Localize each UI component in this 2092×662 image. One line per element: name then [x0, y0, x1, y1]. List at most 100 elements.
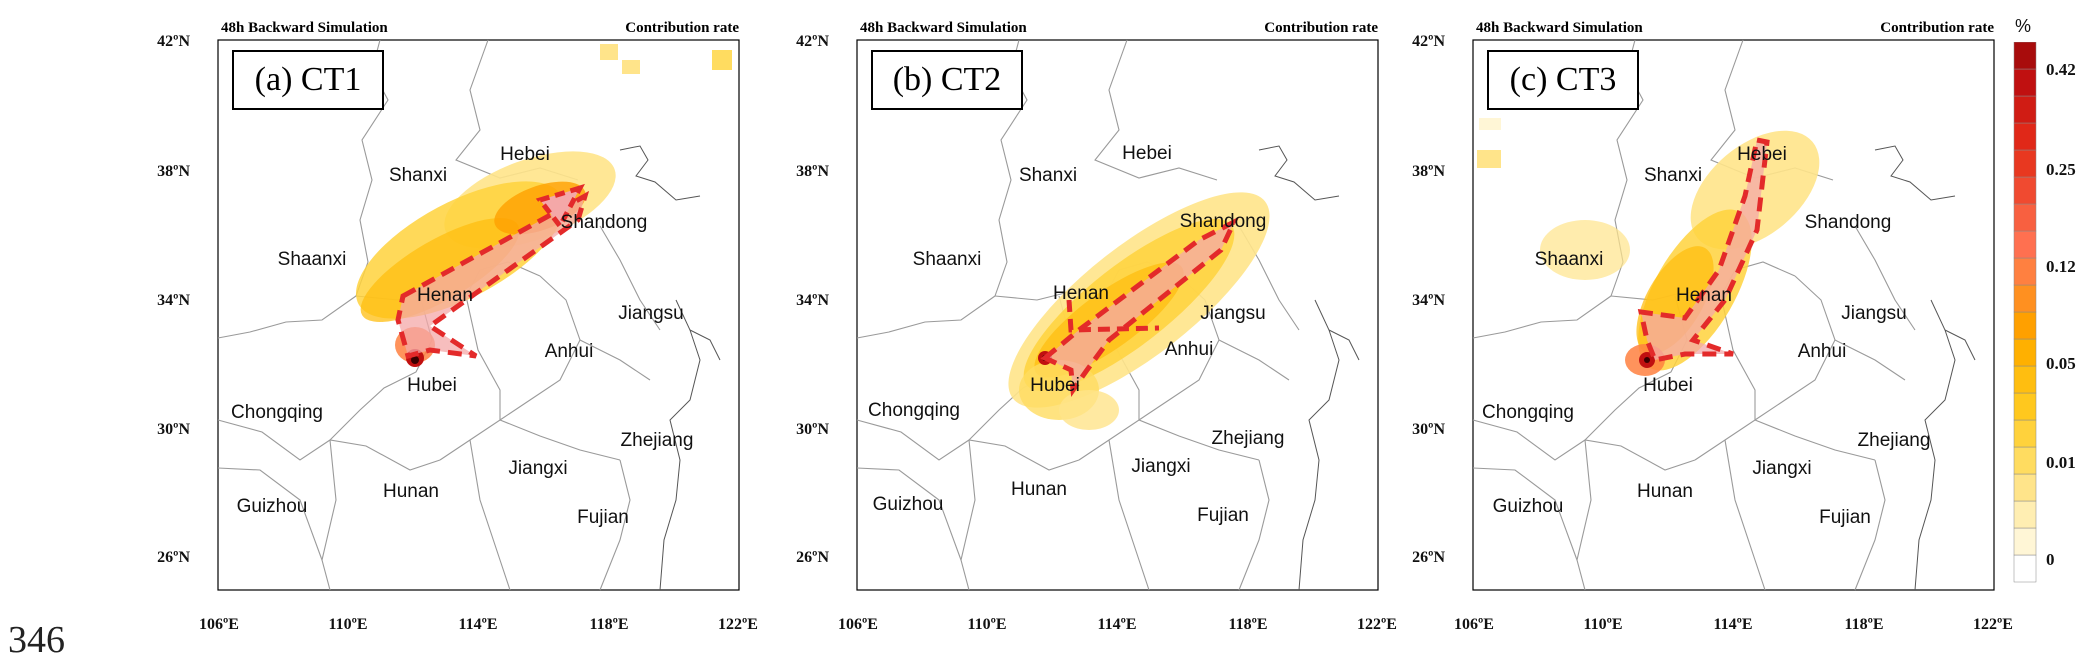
lat-tick: 38ºN — [1412, 163, 1445, 180]
header-contribution: Contribution rate — [625, 20, 739, 36]
colorbar-swatch — [2013, 230, 2037, 259]
province-label: Shandong — [1804, 212, 1892, 233]
lat-tick: 30ºN — [1412, 421, 1445, 438]
lat-tick: 42ºN — [157, 33, 190, 50]
province-label: Hunan — [1637, 481, 1693, 502]
colorbar-label: 0.25 — [2046, 160, 2076, 179]
colorbar-swatch — [2013, 446, 2037, 475]
province-label: Anhui — [1797, 341, 1847, 362]
flow-arrow-ct2 — [1040, 216, 1240, 397]
panel-label: (b) CT2 — [871, 50, 1023, 110]
lat-tick: 26ºN — [157, 549, 190, 566]
lon-tick: 118ºE — [1228, 616, 1268, 633]
colorbar — [2013, 42, 2037, 583]
lat-tick: 34ºN — [1412, 292, 1445, 309]
province-label: Hunan — [1011, 479, 1067, 500]
map-ct1 — [217, 39, 740, 591]
province-label: Shanxi — [388, 165, 448, 186]
province-label: Henan — [417, 285, 473, 306]
province-label: Henan — [1053, 283, 1109, 304]
province-label: Shaanxi — [277, 249, 347, 270]
colorbar-label: 0.05 — [2046, 354, 2076, 373]
colorbar-swatch — [2013, 257, 2037, 286]
lon-tick: 114ºE — [1713, 616, 1753, 633]
lat-tick: 30ºN — [157, 421, 190, 438]
province-label: Shaanxi — [912, 249, 982, 270]
flow-arrow-ct1 — [395, 183, 590, 360]
colorbar-swatch — [2013, 284, 2037, 313]
lat-tick: 42ºN — [1412, 33, 1445, 50]
lon-tick: 106ºE — [199, 616, 239, 633]
colorbar-swatch — [2013, 392, 2037, 421]
province-label: Shandong — [560, 212, 648, 233]
lat-tick: 34ºN — [157, 292, 190, 309]
header-simulation: 48h Backward Simulation — [860, 20, 1027, 36]
lat-tick: 30ºN — [796, 421, 829, 438]
lat-tick: 26ºN — [796, 549, 829, 566]
panel-ct2: 48h Backward Simulation Contribution rat… — [639, 0, 1397, 661]
lon-tick: 118ºE — [589, 616, 629, 633]
province-label: Jiangxi — [508, 458, 568, 479]
province-label: Guizhou — [1492, 496, 1564, 517]
province-label: Guizhou — [236, 496, 308, 517]
colorbar-swatch — [2013, 311, 2037, 340]
province-label: Hubei — [1030, 375, 1080, 396]
province-label: Shanxi — [1643, 165, 1703, 186]
colorbar-swatch — [2013, 149, 2037, 178]
lat-tick: 38ºN — [796, 163, 829, 180]
header-simulation: 48h Backward Simulation — [221, 20, 388, 36]
lon-tick: 106ºE — [838, 616, 878, 633]
panel-label: (c) CT3 — [1487, 50, 1639, 110]
lon-tick: 122ºE — [718, 616, 758, 633]
lon-tick: 106ºE — [1454, 616, 1494, 633]
colorbar-swatch — [2013, 527, 2037, 556]
lon-tick: 122ºE — [1357, 616, 1397, 633]
province-label: Hebei — [1122, 143, 1172, 164]
panel-ct3: 48h Backward Simulation Contribution rat… — [1255, 0, 2013, 661]
colorbar-swatch — [2013, 554, 2037, 583]
province-label: Chongqing — [868, 400, 960, 421]
province-label: Shanxi — [1018, 165, 1078, 186]
lon-tick: 118ºE — [1844, 616, 1884, 633]
province-label: Shaanxi — [1534, 249, 1604, 270]
colorbar-label: 0.01 — [2046, 453, 2076, 472]
province-label: Zhejiang — [1211, 428, 1285, 449]
province-label: Jiangsu — [618, 303, 684, 324]
lon-tick: 110ºE — [1583, 616, 1623, 633]
province-label: Chongqing — [231, 402, 323, 423]
lat-tick: 38ºN — [157, 163, 190, 180]
province-label: Anhui — [1164, 339, 1214, 360]
header-contribution: Contribution rate — [1880, 20, 1994, 36]
province-label: Guizhou — [872, 494, 944, 515]
colorbar-swatch — [2013, 365, 2037, 394]
province-label: Jiangxi — [1131, 456, 1191, 477]
lon-tick: 114ºE — [1097, 616, 1137, 633]
province-label: Hunan — [383, 481, 439, 502]
colorbar-swatch — [2013, 419, 2037, 448]
colorbar-swatch — [2013, 176, 2037, 205]
flow-arrow-ct3 — [1637, 137, 1770, 363]
colorbar-swatch — [2013, 95, 2037, 124]
province-label: Fujian — [1819, 507, 1871, 528]
lat-tick: 42ºN — [796, 33, 829, 50]
colorbar-label: 0 — [2046, 550, 2055, 569]
province-label: Zhejiang — [1857, 430, 1931, 451]
colorbar-label: 0.12 — [2046, 257, 2076, 276]
colorbar-unit: % — [2015, 16, 2032, 36]
colorbar-swatch — [2013, 68, 2037, 97]
panel-label: (a) CT1 — [232, 50, 384, 110]
map-ct3 — [1472, 39, 1995, 591]
province-label: Hebei — [500, 144, 550, 165]
colorbar-swatch — [2013, 42, 2037, 70]
colorbar-label: 0.42 — [2046, 60, 2076, 79]
lon-tick: 110ºE — [967, 616, 1007, 633]
lon-tick: 110ºE — [328, 616, 368, 633]
colorbar-swatch — [2013, 338, 2037, 367]
lon-tick: 122ºE — [1973, 616, 2013, 633]
province-label: Chongqing — [1482, 402, 1574, 423]
colorbar-swatch — [2013, 473, 2037, 502]
lon-tick: 114ºE — [458, 616, 498, 633]
province-label: Jiangsu — [1200, 303, 1266, 324]
province-label: Jiangsu — [1841, 303, 1907, 324]
province-label: Hebei — [1737, 144, 1787, 165]
